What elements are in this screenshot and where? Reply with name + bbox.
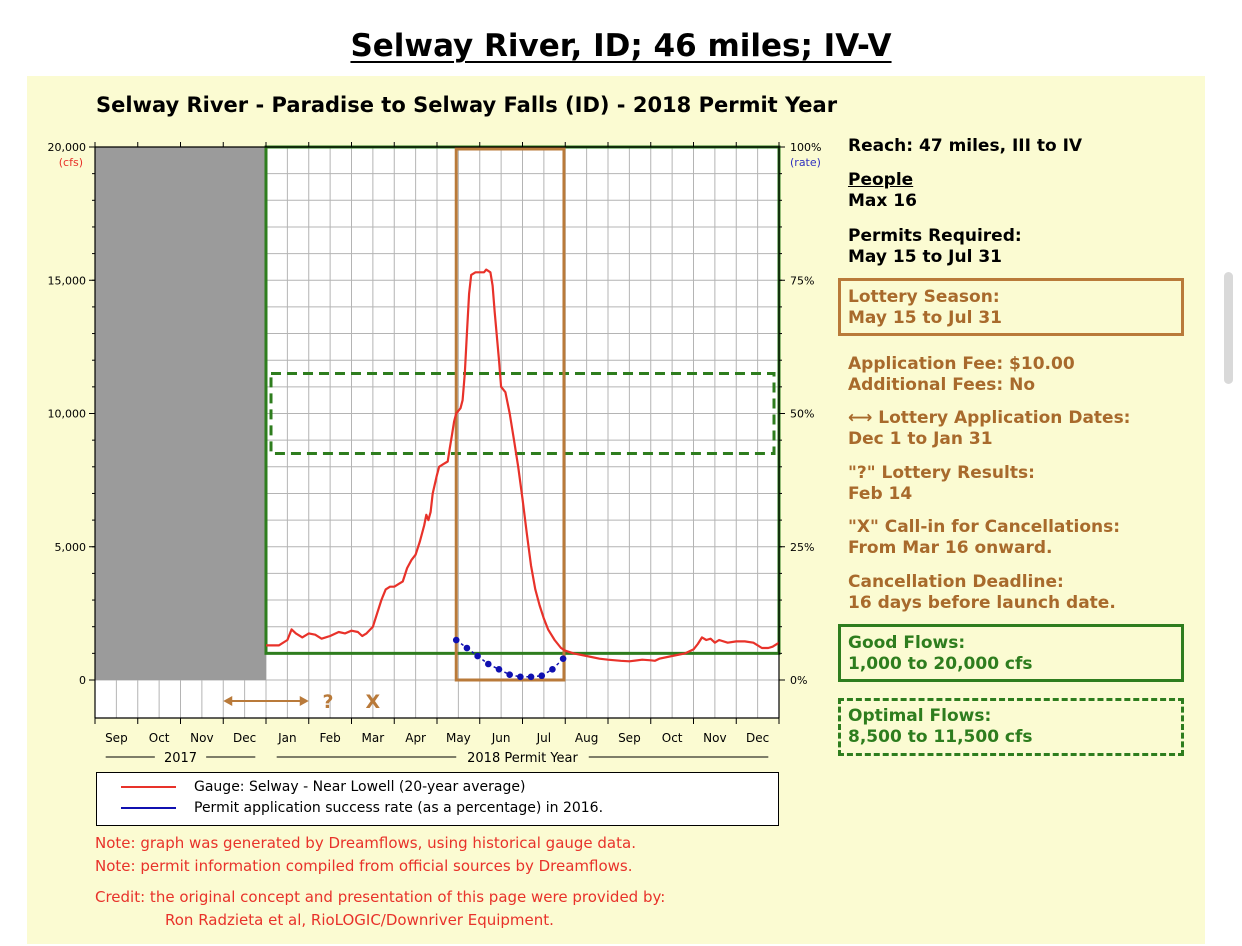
callin-label: "X" Call-in for Cancellations: xyxy=(848,517,1121,537)
double-arrow-icon: ⟷ xyxy=(848,408,873,428)
right-tick-label: 75% xyxy=(790,274,814,287)
month-label: Jul xyxy=(536,731,551,745)
month-label: Dec xyxy=(746,731,769,745)
optimal-flows-band xyxy=(269,372,776,455)
month-label: Oct xyxy=(149,731,170,745)
month-label: Oct xyxy=(662,731,683,745)
rate-point xyxy=(517,673,524,681)
note-1: Note: graph was generated by Dreamflows,… xyxy=(95,834,636,852)
left-tick-label: 20,000 xyxy=(48,141,87,154)
left-tick-label: 10,000 xyxy=(48,408,87,421)
right-tick-label: 100% xyxy=(790,141,821,154)
month-label: Feb xyxy=(320,731,341,745)
month-label: Jun xyxy=(491,731,511,745)
rate-point xyxy=(474,652,481,660)
lottery-season-label: Lottery Season: xyxy=(848,287,1000,307)
gauge-flow-line xyxy=(266,268,780,663)
rate-point xyxy=(549,666,556,673)
scrollbar-thumb[interactable] xyxy=(1224,272,1233,384)
good-flows-label: Good Flows: xyxy=(848,633,966,653)
people-label: People xyxy=(848,170,914,190)
good-flows-value: 1,000 to 20,000 cfs xyxy=(848,654,1033,674)
page-title: Selway River, ID; 46 miles; IV-V xyxy=(0,28,1242,64)
additional-fees: Additional Fees: No xyxy=(848,375,1035,395)
month-label: Nov xyxy=(703,731,726,745)
people-value: Max 16 xyxy=(848,191,917,211)
lottery-season-box xyxy=(838,278,1184,336)
month-label: May xyxy=(446,731,471,745)
reach-text: Reach: 47 miles, III to IV xyxy=(848,136,1083,156)
legend-item-rate: Permit application success rate (as a pe… xyxy=(121,800,603,820)
month-label: Aug xyxy=(575,731,598,745)
month-label: Apr xyxy=(405,731,426,745)
month-label: Dec xyxy=(233,731,256,745)
deadline-label: Cancellation Deadline: xyxy=(848,572,1064,592)
legend-item-gauge: Gauge: Selway - Near Lowell (20-year ave… xyxy=(121,779,525,799)
chart-legend: Gauge: Selway - Near Lowell (20-year ave… xyxy=(96,772,779,826)
lottery-dates-value: Dec 1 to Jan 31 xyxy=(848,429,993,449)
deadline-value: 16 days before launch date. xyxy=(848,593,1116,613)
left-axis-unit: (cfs) xyxy=(59,156,83,169)
month-label: Sep xyxy=(618,731,641,745)
page-title-text: Selway River, ID; 46 miles; IV-V xyxy=(350,28,892,64)
permits-label: Permits Required: xyxy=(848,226,1022,246)
left-tick-label: 5,000 xyxy=(55,541,87,554)
rate-point xyxy=(538,672,546,680)
month-label: Jan xyxy=(277,731,297,745)
optimal-flows-value: 8,500 to 11,500 cfs xyxy=(848,727,1033,747)
left-tick-label: 0 xyxy=(79,674,86,687)
legend-label-rate: Permit application success rate (as a pe… xyxy=(194,800,604,816)
lottery-dates-label-text: Lottery Application Dates: xyxy=(878,408,1131,428)
rate-point xyxy=(506,671,513,678)
month-label: Nov xyxy=(190,731,213,745)
rate-point xyxy=(559,655,567,662)
application-fee: Application Fee: $10.00 xyxy=(848,354,1075,374)
rate-point xyxy=(527,673,535,681)
legend-label-gauge: Gauge: Selway - Near Lowell (20-year ave… xyxy=(194,779,526,795)
lottery-dates-label: ⟷ Lottery Application Dates: xyxy=(848,408,1130,429)
right-tick-label: 50% xyxy=(790,408,814,421)
month-label: Sep xyxy=(105,731,128,745)
lottery-season-value: May 15 to Jul 31 xyxy=(848,308,1002,328)
lottery-results-marker: ? xyxy=(322,691,333,713)
results-label: "?" Lottery Results: xyxy=(848,463,1035,483)
good-flows-box xyxy=(838,624,1184,682)
year-label-2018: 2018 Permit Year xyxy=(467,751,578,766)
optimal-flows-label: Optimal Flows: xyxy=(848,706,992,726)
chart-title: Selway River - Paradise to Selway Falls … xyxy=(96,93,838,117)
month-label: Mar xyxy=(362,731,385,745)
results-value: Feb 14 xyxy=(848,484,913,504)
optimal-flows-box xyxy=(838,698,1184,756)
off-season-region xyxy=(95,147,266,680)
callin-value: From Mar 16 onward. xyxy=(848,538,1053,558)
left-tick-label: 15,000 xyxy=(48,274,87,287)
right-axis-unit: (rate) xyxy=(790,156,821,169)
rate-point xyxy=(452,636,460,644)
rate-point xyxy=(463,644,471,652)
note-2: Note: permit information compiled from o… xyxy=(95,857,633,875)
right-tick-label: 25% xyxy=(790,541,814,554)
callin-marker: X xyxy=(366,691,381,713)
permits-value: May 15 to Jul 31 xyxy=(848,247,1002,267)
rate-point xyxy=(495,666,503,673)
rate-point xyxy=(485,660,492,668)
credit-2: Ron Radzieta et al, RioLOGIC/Downriver E… xyxy=(165,911,554,929)
arrow-head-left-icon xyxy=(223,696,233,706)
credit-1: Credit: the original concept and present… xyxy=(95,888,666,906)
year-label-2017: 2017 xyxy=(164,751,197,766)
right-tick-label: 0% xyxy=(790,674,807,687)
arrow-head-right-icon xyxy=(299,696,309,706)
legend-swatch-rate xyxy=(121,807,176,809)
legend-swatch-gauge xyxy=(121,786,176,788)
